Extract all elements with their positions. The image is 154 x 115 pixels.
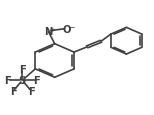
Text: F: F xyxy=(10,86,16,96)
Text: +: + xyxy=(49,27,55,33)
Text: N: N xyxy=(44,27,53,37)
Text: F: F xyxy=(4,76,11,86)
Text: F: F xyxy=(28,86,35,96)
Text: S: S xyxy=(19,76,26,86)
Text: F: F xyxy=(19,65,26,75)
Text: −: − xyxy=(68,23,74,32)
Text: O: O xyxy=(63,25,71,34)
Text: F: F xyxy=(34,76,40,86)
